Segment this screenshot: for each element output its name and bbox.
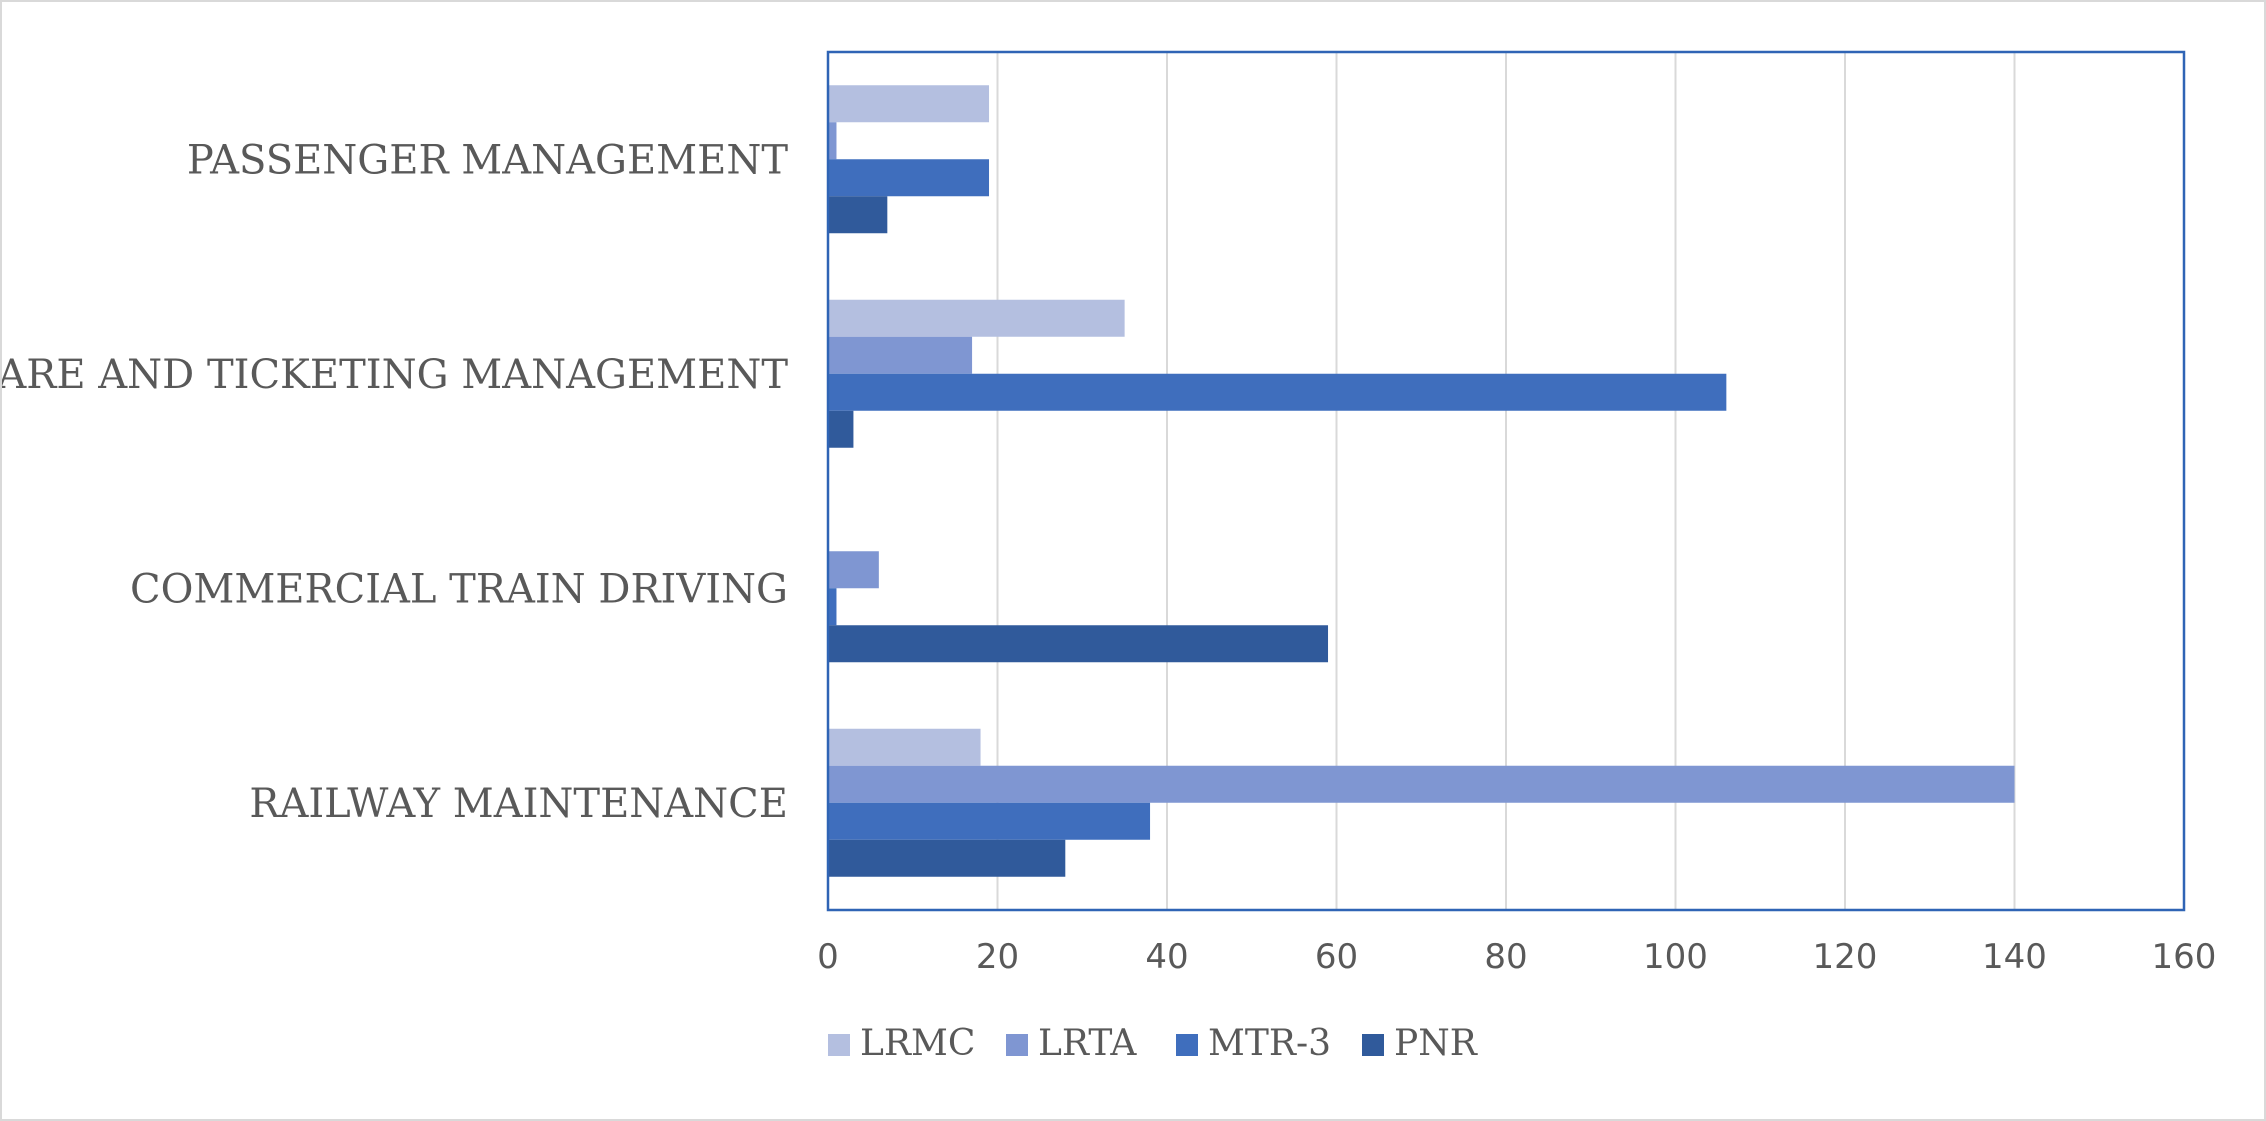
- x-tick-label: 140: [1982, 937, 2047, 977]
- legend-swatch: [1176, 1034, 1198, 1056]
- category-label: FARE AND TICKETING MANAGEMENT: [2, 352, 788, 398]
- category-label: RAILWAY MAINTENANCE: [249, 781, 788, 827]
- plot-area-border: [826, 50, 2186, 912]
- bar-lrmc: [828, 299, 1125, 337]
- x-tick-label: 40: [1145, 937, 1188, 977]
- x-tick-label: 100: [1643, 937, 1708, 977]
- bar-pnr: [828, 196, 888, 234]
- x-tick-label: 80: [1484, 937, 1527, 977]
- bar-mtr-3: [828, 802, 1151, 840]
- bar-pnr: [828, 410, 854, 448]
- bar-lrta: [828, 336, 973, 374]
- bar-mtr-3: [828, 373, 1727, 411]
- legend-label: PNR: [1394, 1023, 1478, 1064]
- bar-lrta: [828, 122, 837, 160]
- bar-pnr: [828, 839, 1066, 877]
- x-tick-label: 20: [976, 937, 1019, 977]
- bars: [828, 85, 2015, 877]
- bar-lrta: [828, 765, 2015, 803]
- bar-pnr: [828, 625, 1329, 663]
- category-labels: RAILWAY MAINTENANCE COMMERCIAL TRAIN DRIV…: [2, 137, 788, 827]
- category-label: PASSENGER MANAGEMENT: [187, 137, 788, 183]
- category-label: COMMERCIAL TRAIN DRIVING: [130, 566, 788, 612]
- x-tick-label: 120: [1813, 937, 1878, 977]
- bar-lrmc: [828, 728, 981, 766]
- x-tick-label: 0: [817, 937, 839, 977]
- legend: LRMC LRTA MTR-3 PNR: [828, 1023, 1478, 1064]
- x-tick-label: 60: [1315, 937, 1358, 977]
- x-tick-label: 160: [2152, 937, 2217, 977]
- legend-label: MTR-3: [1208, 1023, 1331, 1064]
- bar-mtr-3: [828, 159, 990, 197]
- bar-mtr-3: [828, 588, 837, 626]
- legend-label: LRMC: [860, 1023, 975, 1064]
- legend-label: LRTA: [1038, 1023, 1137, 1064]
- legend-swatch: [1006, 1034, 1028, 1056]
- x-axis-tick-labels: 0 20 40 60 80 100 120 140 160: [817, 937, 2216, 977]
- bar-lrta: [828, 551, 879, 589]
- legend-swatch: [1362, 1034, 1384, 1056]
- bar-lrmc: [828, 85, 990, 123]
- legend-swatch: [828, 1034, 850, 1056]
